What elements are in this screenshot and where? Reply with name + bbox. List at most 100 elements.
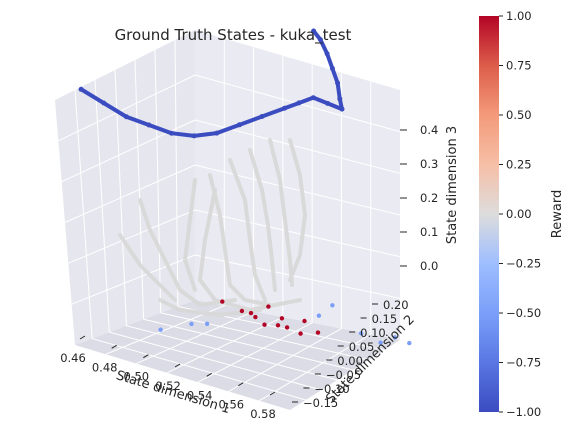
colorbar [479,16,499,412]
data-point [204,321,210,326]
data-point [259,114,265,119]
x-tick-label: 0.56 [219,398,245,412]
z-axis-label: State dimension 3 [445,126,460,244]
data-point [275,323,281,328]
colorbar-ticks: 1.00 0.75 0.50 0.25 0.00 −0.25 −0.50 −0.75 −1.00 [499,9,541,419]
x-tick-label: 0.46 [60,351,86,365]
series-line [80,29,344,138]
data-point [302,318,307,324]
grey-trajectory [288,138,308,282]
colorbar-tick-label: −0.75 [506,356,541,370]
grey-trajectory [208,173,272,307]
data-point [329,65,335,71]
data-point [311,28,317,34]
data-point [78,86,84,92]
grey-trajectory [158,298,262,318]
data-point [325,100,331,106]
x-ticks: 0.46 0.48 0.50 0.52 0.54 0.56 0.58 [60,335,276,421]
colorbar-tick-label: −1.00 [506,405,541,419]
data-point [296,100,302,106]
x-tick-mark [269,391,276,396]
x-tick-mark [111,344,117,349]
data-points [78,28,412,346]
data-point [316,313,322,318]
y-ticks: −0.15−0.10−0.050.000.050.100.150.20 [292,298,409,410]
grey-trajectory [182,178,197,292]
data-point [248,310,254,316]
colorbar-label: Reward [550,190,565,238]
z-tick-label: 0.4 [420,123,438,137]
x-tick-mark [143,354,149,359]
grey-trajectory [228,158,267,302]
data-point [236,122,242,128]
data-point [407,340,412,346]
z-tick-label: 0.2 [420,191,438,205]
data-point [284,325,290,330]
z-tick-label: 0.3 [420,157,438,171]
data-point [330,303,335,308]
data-point [310,95,316,101]
data-point [339,106,345,112]
y-tick-label: −0.15 [303,396,338,410]
z-tick-label: 0.0 [420,259,438,273]
y-tick-label: 0.15 [372,312,398,326]
colorbar-tick-label: 0.75 [506,59,532,73]
data-point [253,314,258,320]
colorbar-tick-label: −0.25 [506,257,541,271]
data-point [262,322,267,327]
x-tick-mark [238,382,244,387]
data-point [146,122,152,128]
pane-floor [75,300,400,410]
data-point [191,133,197,139]
data-point [378,340,383,345]
data-point [324,51,330,57]
colorbar-tick-label: 1.00 [506,9,532,23]
y-tick-label: 0.20 [383,298,409,312]
y-tick-label: −0.05 [326,368,361,382]
x-tick-mark [174,363,181,368]
data-point [220,299,225,304]
x-tick-mark [206,372,212,377]
x-tick-label: 0.50 [124,370,150,384]
z-tick-label: 0.1 [420,225,438,239]
data-point [123,114,129,120]
y-tick-label: −0.10 [314,382,349,396]
y-tick-label: 0.10 [360,326,386,340]
data-point [392,335,398,340]
data-point [337,96,343,102]
x-tick-label: 0.48 [92,360,118,374]
data-point [214,130,220,136]
x-tick-label: 0.52 [155,379,181,393]
grey-trajectory [138,198,237,308]
z-ticks: 0.0 0.1 0.2 0.3 0.4 [400,123,438,273]
y-tick-label: 0.00 [337,354,363,368]
data-point [282,105,288,111]
axes-panes [55,30,400,410]
colorbar-tick-label: −0.50 [506,306,541,320]
y-tick-label: 0.05 [349,340,375,354]
data-point [315,330,321,335]
pane-back [195,30,400,340]
data-point [189,321,194,327]
data-point [101,100,107,106]
colorbar-tick-label: 0.00 [506,207,532,221]
x-tick-mark [79,335,86,340]
data-point [266,304,271,309]
grey-trajectories [118,138,308,318]
data-point [358,331,364,336]
colorbar-tick-label: 0.25 [506,158,532,172]
colorbar-tick-label: 0.50 [506,108,532,122]
data-point [279,316,285,321]
data-point [298,331,303,336]
data-point [317,37,323,43]
x-tick-label: 0.58 [250,407,276,421]
data-point [239,308,245,314]
data-point [169,130,174,136]
data-point [335,80,341,86]
data-point [158,327,163,332]
grey-trajectory [268,138,294,287]
chart-title: Ground Truth States - kuka_test [115,26,352,45]
grey-trajectory [248,148,277,292]
grey-trajectory [118,233,177,302]
